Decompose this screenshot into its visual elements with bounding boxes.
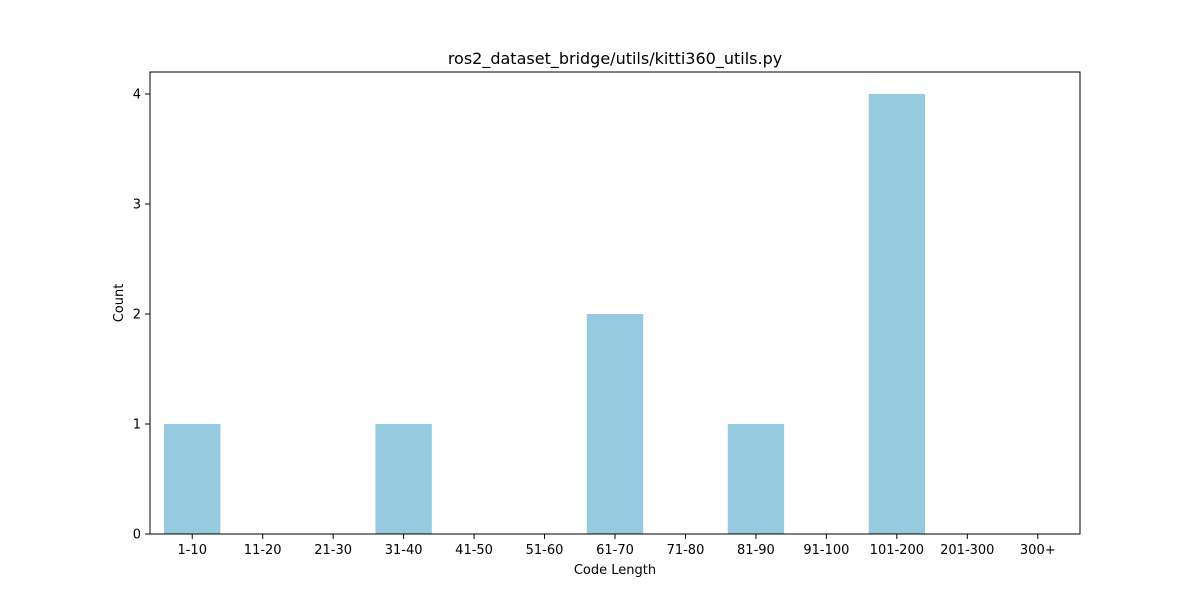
x-axis-label: Code Length [574,563,656,578]
y-tick-label: 0 [133,528,141,543]
bars-group [164,94,926,534]
x-tick-label: 300+ [1020,543,1056,558]
x-tick-label: 201-300 [940,543,994,558]
bar-31-40 [375,424,432,534]
y-tick-label: 3 [133,198,141,213]
bar-61-70 [586,314,644,534]
y-tick-label: 4 [133,88,141,103]
bar-101-200 [868,94,926,534]
x-tick-label: 21-30 [314,543,352,558]
bar-1-10 [164,424,221,534]
y-axis: 0 1 2 3 4 [133,88,150,543]
x-tick-label: 41-50 [455,543,493,558]
x-tick-label: 31-40 [385,543,423,558]
x-tick-label: 51-60 [526,543,564,558]
x-tick-label: 91-100 [803,543,849,558]
bar-81-90 [727,424,785,534]
x-axis: 1-10 11-20 21-30 31-40 41-50 51-60 61-70 71-80 8… [177,534,1056,558]
x-tick-label: 101-200 [870,543,924,558]
x-tick-label: 71-80 [667,543,705,558]
chart-title: ros2_dataset_bridge/utils/kitti360_utils… [448,49,782,69]
x-tick-label: 11-20 [244,543,282,558]
x-tick-label: 61-70 [596,543,634,558]
y-tick-label: 1 [133,418,141,433]
x-tick-label: 1-10 [177,543,207,558]
y-tick-label: 2 [133,308,141,323]
x-tick-label: 81-90 [737,543,775,558]
y-axis-label: Count [112,284,127,323]
